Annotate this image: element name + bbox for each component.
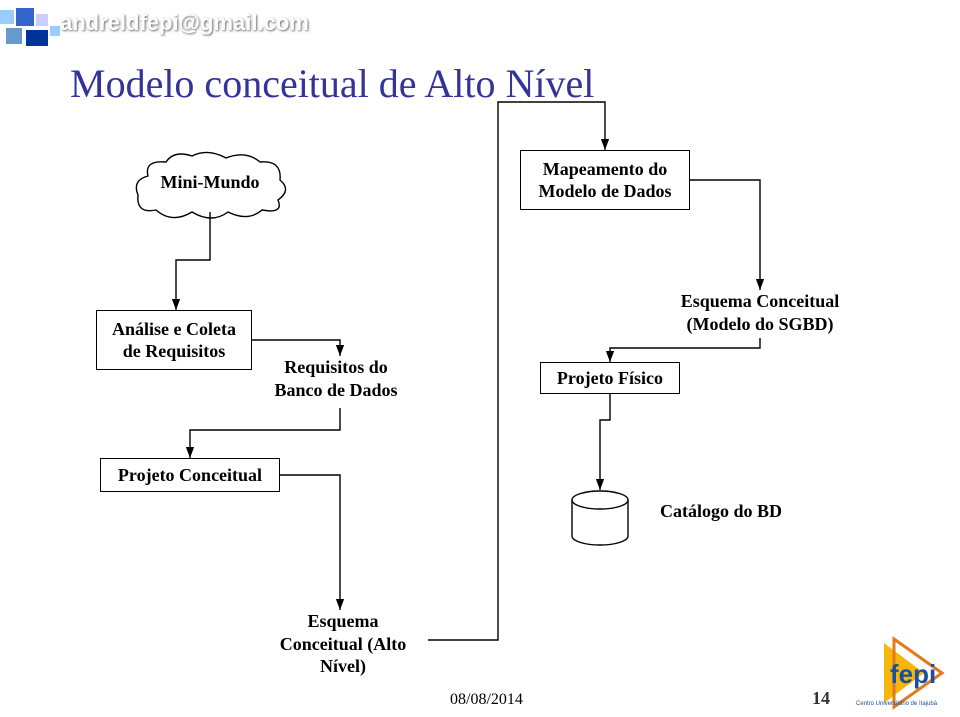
analise-line2: de Requisitos <box>123 340 226 363</box>
svg-text:Centro Universitário de Itajub: Centro Universitário de Itajubá <box>856 701 938 707</box>
esquema-sgbd-line2: (Modelo do SGBD) <box>660 313 860 336</box>
page-title: Modelo conceitual de Alto Nível <box>70 60 594 107</box>
projeto-fisico-label: Projeto Físico <box>557 367 663 390</box>
catalogo-label: Catálogo do BD <box>660 501 782 521</box>
mini-mundo-label: Mini-Mundo <box>150 172 270 193</box>
cylinder-icon <box>570 490 630 550</box>
node-requisitos-bd: Requisitos do Banco de Dados <box>258 356 414 401</box>
projeto-conceitual-label: Projeto Conceitual <box>118 464 262 487</box>
esquema-alto-line1: Esquema <box>258 610 428 633</box>
node-projeto-fisico: Projeto Físico <box>540 362 680 394</box>
mapeamento-line2: Modelo de Dados <box>538 180 671 203</box>
requisitos-line1: Requisitos do <box>258 356 414 379</box>
mapeamento-line1: Mapeamento do <box>543 158 668 181</box>
header-email: andreldfepi@gmail.com <box>60 10 309 36</box>
node-analise-coleta: Análise e Coleta de Requisitos <box>96 310 252 370</box>
node-esquema-sgbd: Esquema Conceitual (Modelo do SGBD) <box>660 290 860 335</box>
node-projeto-conceitual: Projeto Conceitual <box>100 458 280 492</box>
esquema-alto-line2: Conceitual (Alto <box>258 633 428 656</box>
footer-date: 08/08/2014 <box>450 691 523 709</box>
fepi-logo: fepi Centro Universitário de Itajubá <box>834 633 954 713</box>
node-catalogo: Catálogo do BD <box>660 500 830 523</box>
esquema-alto-line3: Nível) <box>258 655 428 678</box>
requisitos-line2: Banco de Dados <box>258 379 414 402</box>
node-mapeamento: Mapeamento do Modelo de Dados <box>520 150 690 210</box>
footer-page: 14 <box>812 688 830 709</box>
node-esquema-alto: Esquema Conceitual (Alto Nível) <box>258 610 428 678</box>
esquema-sgbd-line1: Esquema Conceitual <box>660 290 860 313</box>
analise-line1: Análise e Coleta <box>112 318 236 341</box>
svg-text:fepi: fepi <box>890 659 936 689</box>
